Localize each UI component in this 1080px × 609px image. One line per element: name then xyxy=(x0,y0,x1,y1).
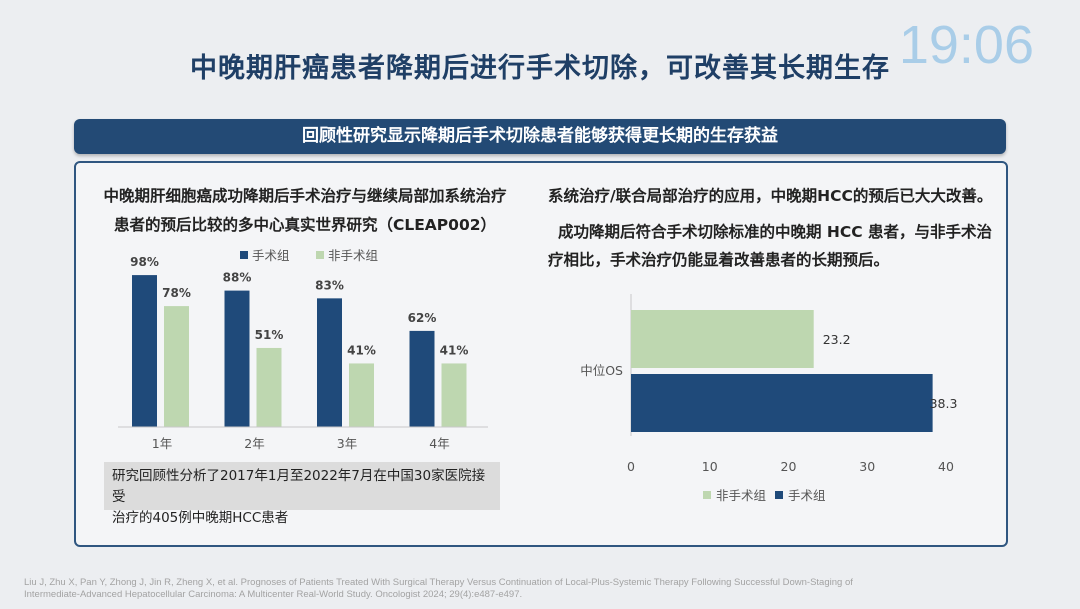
survival-rate-chart: 手术组 非手术组 98% 78% 88% 51% 83% 41% 62% 41% 1年 2年 3年 4… xyxy=(118,248,488,451)
x-tick-0: 0 xyxy=(627,459,635,474)
study-note-line1: 研究回顾性分析了2017年1月至2022年7月在中国30家医院接受 xyxy=(112,468,486,505)
x-tick-label-2: 2年 xyxy=(244,436,264,451)
left-heading-line1: 中晚期肝细胞癌成功降期后手术治疗与继续局部加系统治疗 xyxy=(103,187,507,205)
bar-label-nonsurgery-4: 41% xyxy=(440,343,469,357)
right-text-2-line2: 疗相比，手术治疗仍能显着改善患者的长期预后。 xyxy=(548,251,890,269)
footnote-line2: Intermediate-Advanced Hepatocellular Car… xyxy=(24,589,523,600)
right-category-labels: 中位OS xyxy=(580,363,623,378)
rlegend-swatch-nonsurgery xyxy=(703,491,711,499)
bar-surgery-4 xyxy=(409,330,435,427)
bar-label-nonsurgery-3: 41% xyxy=(347,343,376,357)
footnote-line1: Liu J, Zhu X, Pan Y, Zhong J, Jin R, Zhe… xyxy=(24,577,853,588)
bar-nonsurgery-2 xyxy=(256,347,282,427)
x-tick-30: 30 xyxy=(859,459,875,474)
bar-nonsurgery-1 xyxy=(164,306,189,427)
category-label-median-os: 中位OS xyxy=(580,363,623,378)
left-heading-line2: 患者的预后比较的多中心真实世界研究（CLEAP002） xyxy=(113,216,497,234)
legend-swatch-surgery xyxy=(240,251,248,259)
x-tick-10: 10 xyxy=(702,459,718,474)
rlegend-label-surgery: 手术组 xyxy=(788,488,826,503)
bar-label-surgery-4: 62% xyxy=(408,311,437,325)
right-x-tick-labels: 0 10 20 30 40 xyxy=(627,459,954,474)
bar-nonsurgery-4 xyxy=(441,363,467,427)
bar-label-surgery-3: 83% xyxy=(315,278,344,292)
bar-surgery-3 xyxy=(317,298,342,427)
right-text-2-line1: 成功降期后符合手术切除标准的中晚期 HCC 患者，与非手术治 xyxy=(558,223,993,241)
bar-label-nonsurgery-2: 51% xyxy=(255,328,284,342)
bar-surgery-1 xyxy=(132,275,157,427)
hbar-surgery xyxy=(631,374,933,432)
section-banner: 回顾性研究显示降期后手术切除患者能够获得更长期的生存获益 xyxy=(74,119,1006,154)
bar-label-surgery-2: 88% xyxy=(223,271,252,285)
right-chart-bars: 23.2 38.3 xyxy=(631,310,957,432)
bar-label-nonsurgery-1: 78% xyxy=(162,286,191,300)
right-text-2: 成功降期后符合手术切除标准的中晚期 HCC 患者，与非手术治 疗相比，手术治疗仍… xyxy=(548,218,998,274)
x-tick-20: 20 xyxy=(781,459,797,474)
left-chart-legend: 手术组 非手术组 xyxy=(240,248,378,263)
study-note-line2: 治疗的405例中晚期HCC患者 xyxy=(112,510,289,526)
page-title: 中晚期肝癌患者降期后进行手术切除，可改善其长期生存 xyxy=(190,53,890,84)
hbar-label-surgery: 38.3 xyxy=(930,396,958,411)
right-chart-legend: 非手术组 手术组 xyxy=(703,488,826,503)
x-tick-label-4: 4年 xyxy=(429,436,449,451)
study-note: 研究回顾性分析了2017年1月至2022年7月在中国30家医院接受 治疗的405… xyxy=(104,462,500,526)
left-chart-bars: 98% 78% 88% 51% 83% 41% 62% 41% xyxy=(130,255,468,427)
x-tick-label-1: 1年 xyxy=(152,436,172,451)
x-tick-label-3: 3年 xyxy=(337,436,357,451)
hbar-label-nonsurgery: 23.2 xyxy=(823,332,851,347)
rlegend-swatch-surgery xyxy=(775,491,783,499)
legend-label-nonsurgery: 非手术组 xyxy=(328,248,378,263)
reference-footnote: Liu J, Zhu X, Pan Y, Zhong J, Jin R, Zhe… xyxy=(24,577,924,601)
legend-label-surgery: 手术组 xyxy=(252,248,290,263)
right-text-1: 系统治疗/联合局部治疗的应用，中晚期HCC的预后已大大改善。 xyxy=(548,187,993,205)
median-os-chart: 23.2 38.3 中位OS 0 10 20 30 40 非手术组 手术组 xyxy=(580,294,957,503)
x-tick-40: 40 xyxy=(938,459,954,474)
rlegend-label-nonsurgery: 非手术组 xyxy=(716,488,766,503)
hbar-nonsurgery xyxy=(631,310,814,368)
bar-surgery-2 xyxy=(224,290,250,427)
clock-display: 19:06 xyxy=(898,15,1034,75)
bar-label-surgery-1: 98% xyxy=(130,255,159,269)
left-chart-heading: 中晚期肝细胞癌成功降期后手术治疗与继续局部加系统治疗 患者的预后比较的多中心真实… xyxy=(95,182,515,240)
legend-swatch-nonsurgery xyxy=(316,251,324,259)
left-x-tick-labels: 1年 2年 3年 4年 xyxy=(152,436,450,451)
bar-nonsurgery-3 xyxy=(349,363,374,427)
